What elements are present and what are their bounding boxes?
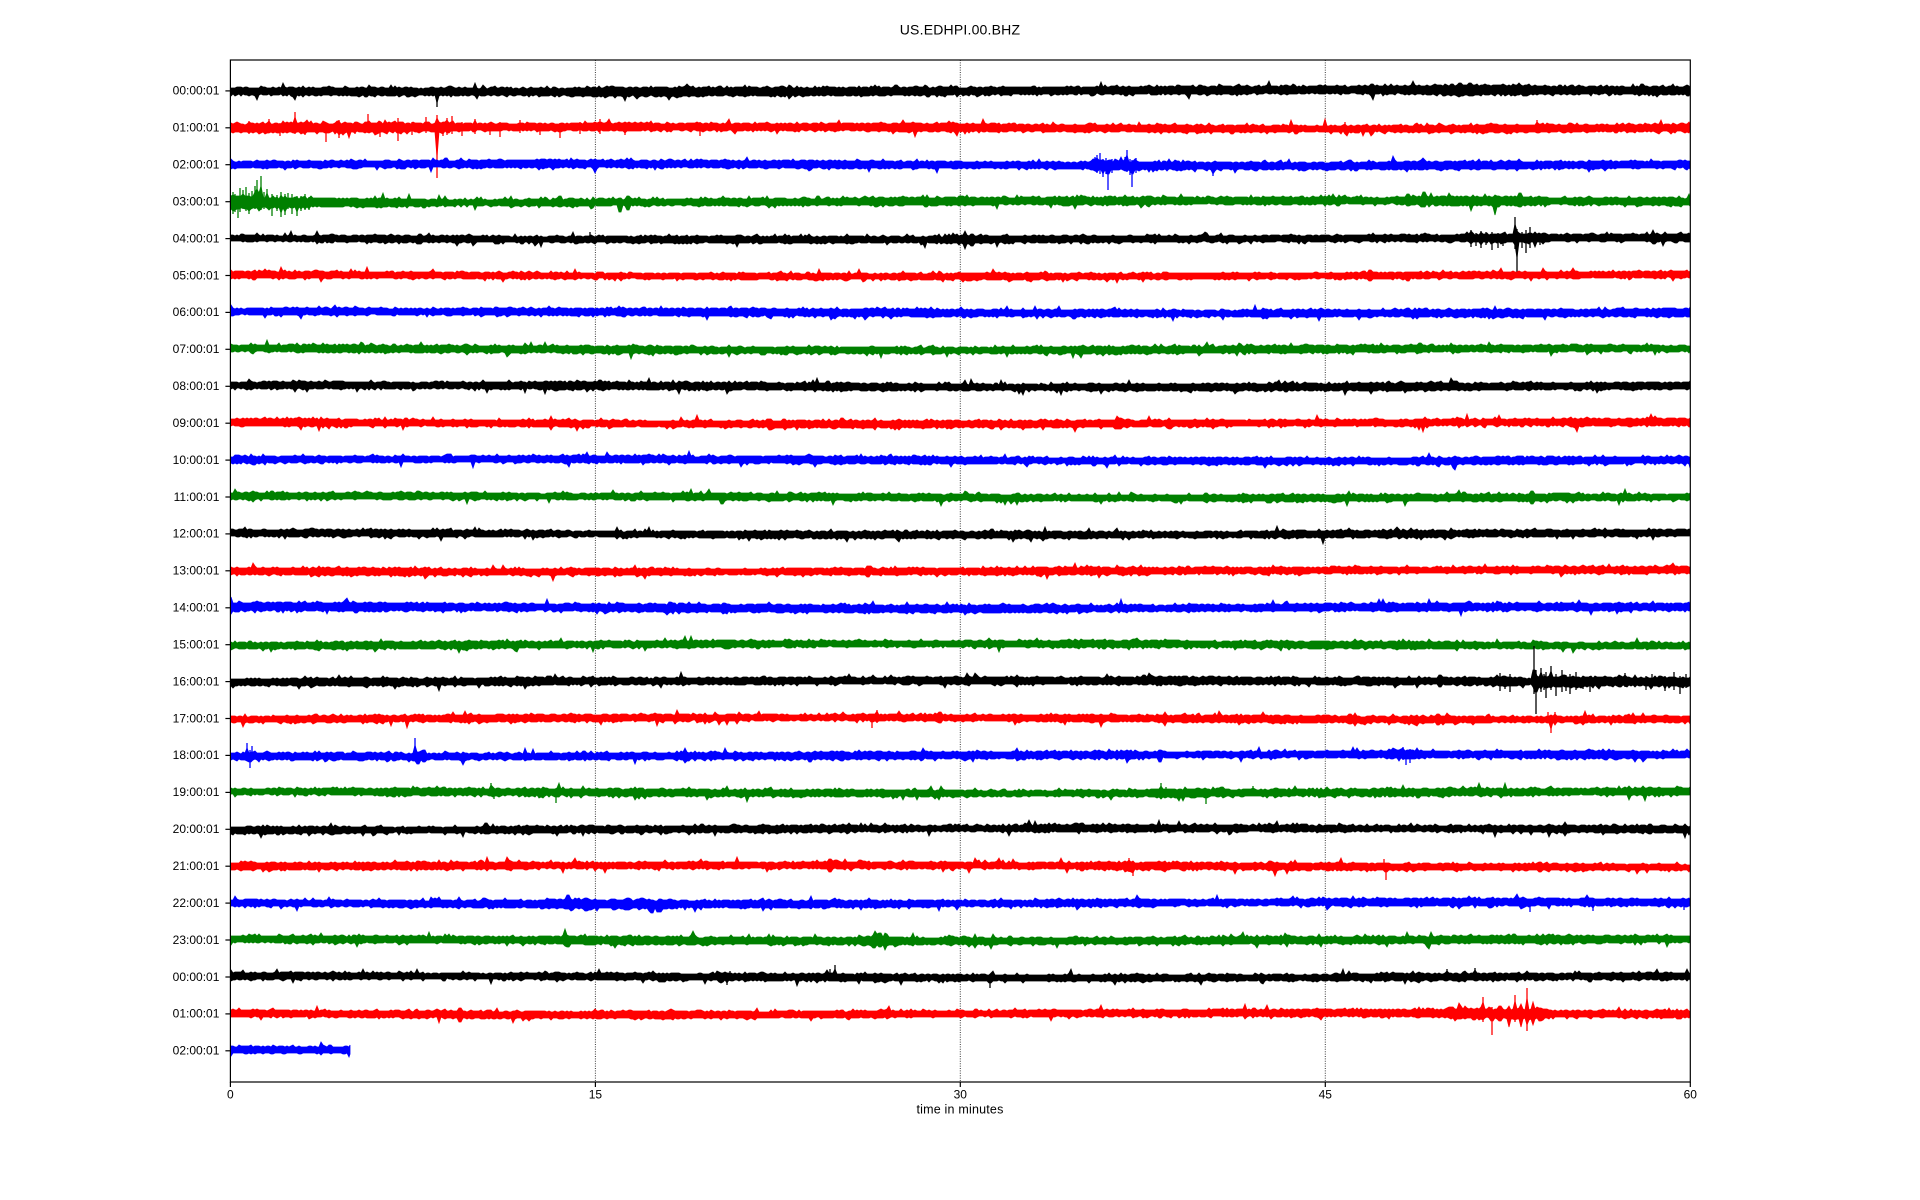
svg-text:15: 15 [589,1088,603,1102]
svg-text:22:00:01: 22:00:01 [173,896,220,910]
svg-text:45: 45 [1319,1088,1333,1102]
svg-text:18:00:01: 18:00:01 [173,748,220,762]
svg-text:06:00:01: 06:00:01 [173,305,220,319]
svg-text:30: 30 [954,1088,968,1102]
svg-text:0: 0 [227,1088,234,1102]
svg-text:14:00:01: 14:00:01 [173,601,220,615]
svg-text:US.EDHPI.00.BHZ: US.EDHPI.00.BHZ [900,22,1021,38]
svg-text:17:00:01: 17:00:01 [173,711,220,725]
svg-text:08:00:01: 08:00:01 [173,379,220,393]
svg-text:02:00:01: 02:00:01 [173,158,220,172]
svg-text:00:00:01: 00:00:01 [173,970,220,984]
svg-text:20:00:01: 20:00:01 [173,822,220,836]
svg-text:07:00:01: 07:00:01 [173,342,220,356]
svg-text:15:00:01: 15:00:01 [173,638,220,652]
svg-text:time in minutes: time in minutes [916,1102,1003,1116]
svg-text:16:00:01: 16:00:01 [173,674,220,688]
svg-text:19:00:01: 19:00:01 [173,785,220,799]
svg-text:01:00:01: 01:00:01 [173,1007,220,1021]
svg-text:21:00:01: 21:00:01 [173,859,220,873]
svg-text:05:00:01: 05:00:01 [173,268,220,282]
svg-text:12:00:01: 12:00:01 [173,527,220,541]
svg-text:11:00:01: 11:00:01 [174,490,220,504]
svg-text:00:00:01: 00:00:01 [173,84,220,98]
svg-text:60: 60 [1684,1088,1698,1102]
svg-text:23:00:01: 23:00:01 [173,933,220,947]
svg-text:04:00:01: 04:00:01 [173,231,220,245]
svg-text:10:00:01: 10:00:01 [173,453,220,467]
svg-text:01:00:01: 01:00:01 [173,121,220,135]
svg-text:02:00:01: 02:00:01 [173,1044,220,1058]
svg-text:09:00:01: 09:00:01 [173,416,220,430]
svg-text:13:00:01: 13:00:01 [173,564,220,578]
svg-text:03:00:01: 03:00:01 [173,195,220,209]
